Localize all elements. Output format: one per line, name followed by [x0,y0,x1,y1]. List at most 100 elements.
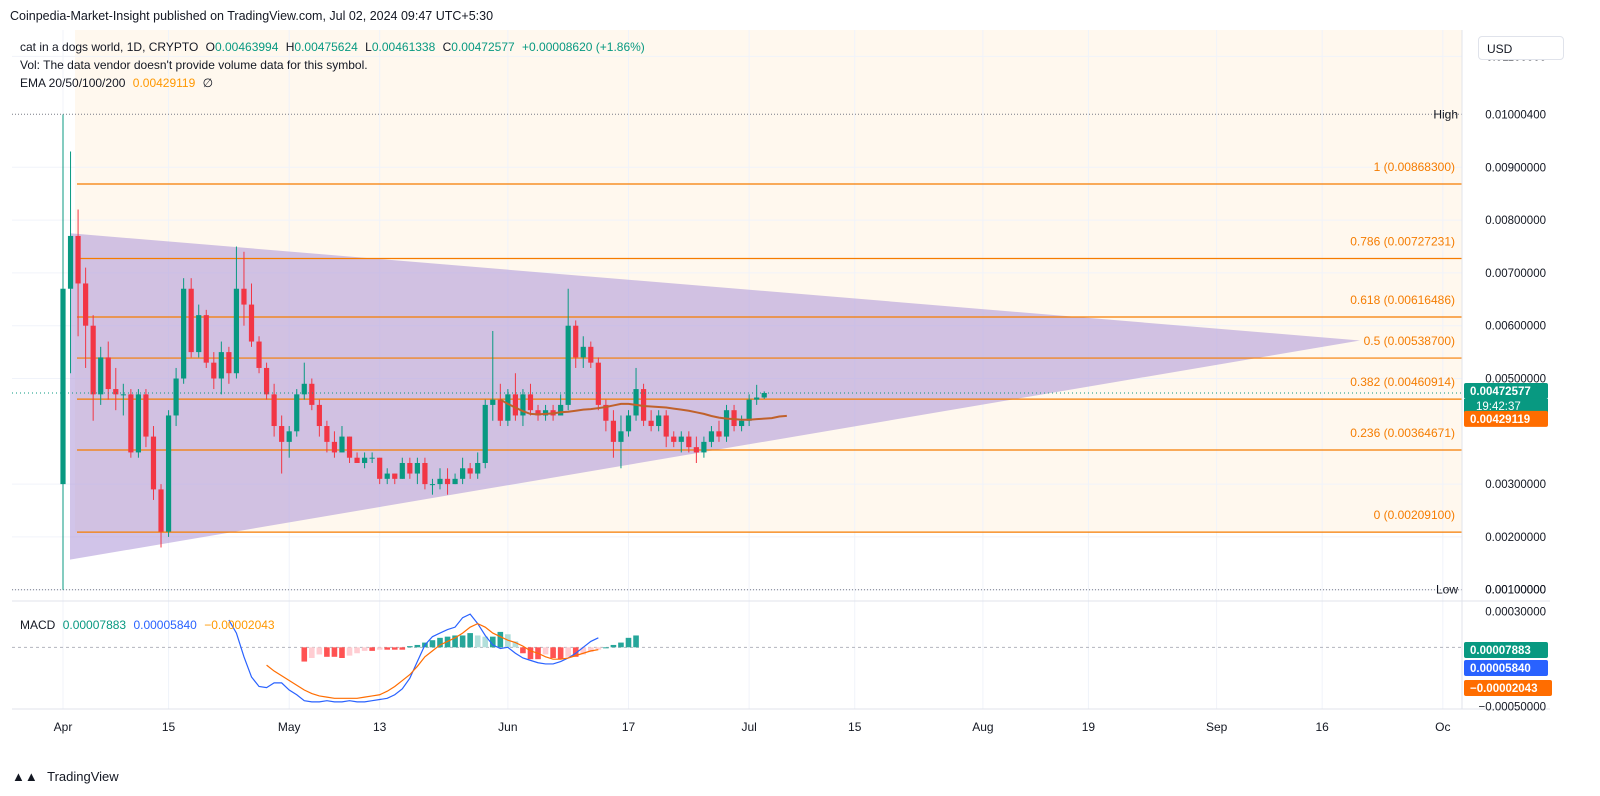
candle-body [377,457,383,479]
candle-body [693,447,699,453]
x-tick-label: Jul [741,720,756,734]
candle-body [625,415,632,432]
y-tick-label: 0.00500000 [1485,374,1546,386]
macd-histogram-bar [361,647,368,651]
candle-body [339,436,345,453]
extreme-value: 0.00100000 [1485,585,1546,597]
candle-body [467,468,473,474]
fib-label: 0.618 (0.00616486) [1350,293,1455,307]
macd-histogram-bar [459,635,466,648]
candle-body [354,457,360,463]
candle-body [460,468,466,479]
candle-body [708,431,715,442]
countdown-bg [1464,398,1548,413]
macd-value-3: −0.00002043 [204,618,275,632]
x-tick-label: Oc [1435,720,1450,734]
currency-button[interactable]: USD [1478,36,1564,60]
macd-histogram-bar [354,647,360,654]
candle-body [384,473,390,479]
candle-body [316,404,322,427]
candle-body [686,436,692,448]
candle-body [143,394,149,437]
x-tick-label: 13 [373,720,387,734]
candle-body [618,431,624,442]
open-label: O [205,40,215,54]
macd-histogram-bar [331,647,338,657]
candle-body [407,462,413,474]
signal-badge-bg [1464,660,1548,676]
open-value: 0.00463994 [215,40,279,54]
candle-body [392,473,398,479]
candles [60,114,767,590]
candle-body [263,367,270,395]
macd-line [228,613,599,703]
fib-label: 1 (0.00868300) [1374,160,1455,174]
candle-body [663,415,669,437]
macd-histogram-bar [324,647,330,657]
candle-body [610,420,617,442]
ema-badge: 0.00429119 [1470,414,1530,426]
x-tick-label: Aug [972,720,993,734]
candle-body [437,478,443,485]
candle-body [444,478,451,485]
high-value: 0.00475624 [294,40,358,54]
x-tick-label: Sep [1206,720,1228,734]
macd-histogram-bar [603,647,609,649]
ema-extra: ∅ [202,76,214,90]
candle-body [67,235,74,289]
x-tick-label: Jun [498,720,517,734]
candle-body [731,410,737,427]
x-tick-label: Apr [54,720,73,734]
macd-histogram-bar [550,647,556,658]
extreme-value: 0.01000400 [1485,109,1546,121]
candle-body [135,394,141,453]
y-tick-label: 0.00700000 [1485,268,1546,280]
y-tick-label: 0.00200000 [1485,532,1546,544]
macd-histogram-bar [384,647,391,650]
x-tick-label: 15 [848,720,862,734]
macd-histogram-bar [437,637,443,648]
candle-body [414,462,420,474]
candle-body [165,415,172,532]
candle-body [678,436,684,442]
candle-body [158,489,164,532]
macd-histogram-bar [316,647,323,655]
hist-badge: −0.00002043 [1470,683,1537,695]
fib-label: 0 (0.00209100) [1374,508,1455,522]
candle-body [490,399,496,405]
macd-y-tick-label: −0.00050000 [1479,702,1546,714]
candle-body [324,426,330,442]
tradingview-logo-icon[interactable]: ▲▲ [12,769,38,784]
macd-histogram-bar [301,647,308,662]
candle-body [226,352,232,374]
x-tick-label: 16 [1316,720,1330,734]
candle-body [429,484,436,486]
candle-body [362,457,368,463]
macd-histogram-bar [520,647,526,654]
macd-histogram-bar [399,647,406,650]
macd-histogram-bar [376,647,383,650]
candle-body [120,394,126,396]
candle-body [573,325,579,358]
macd-histogram-bar [339,647,345,658]
candle-body [75,235,81,284]
macd-label: MACD [20,618,56,632]
macd-histogram-bar [489,636,496,648]
candle-body [580,346,586,358]
candle-body [565,325,571,405]
candle-body [754,397,760,400]
macd-histogram-bar [369,647,375,651]
candle-body [181,288,187,379]
candle-body [248,304,255,342]
candle-body [739,420,745,427]
candle-body [452,478,458,485]
candle-body [279,426,285,442]
macd-histogram-bar [497,631,504,648]
candle-body [331,441,338,453]
candle-body [505,394,511,421]
candle-body [723,410,730,437]
change-value: +0.00008620 (+1.86%) [522,40,645,54]
x-tick-label: 17 [622,720,636,734]
macd-histogram-bar [474,635,481,648]
